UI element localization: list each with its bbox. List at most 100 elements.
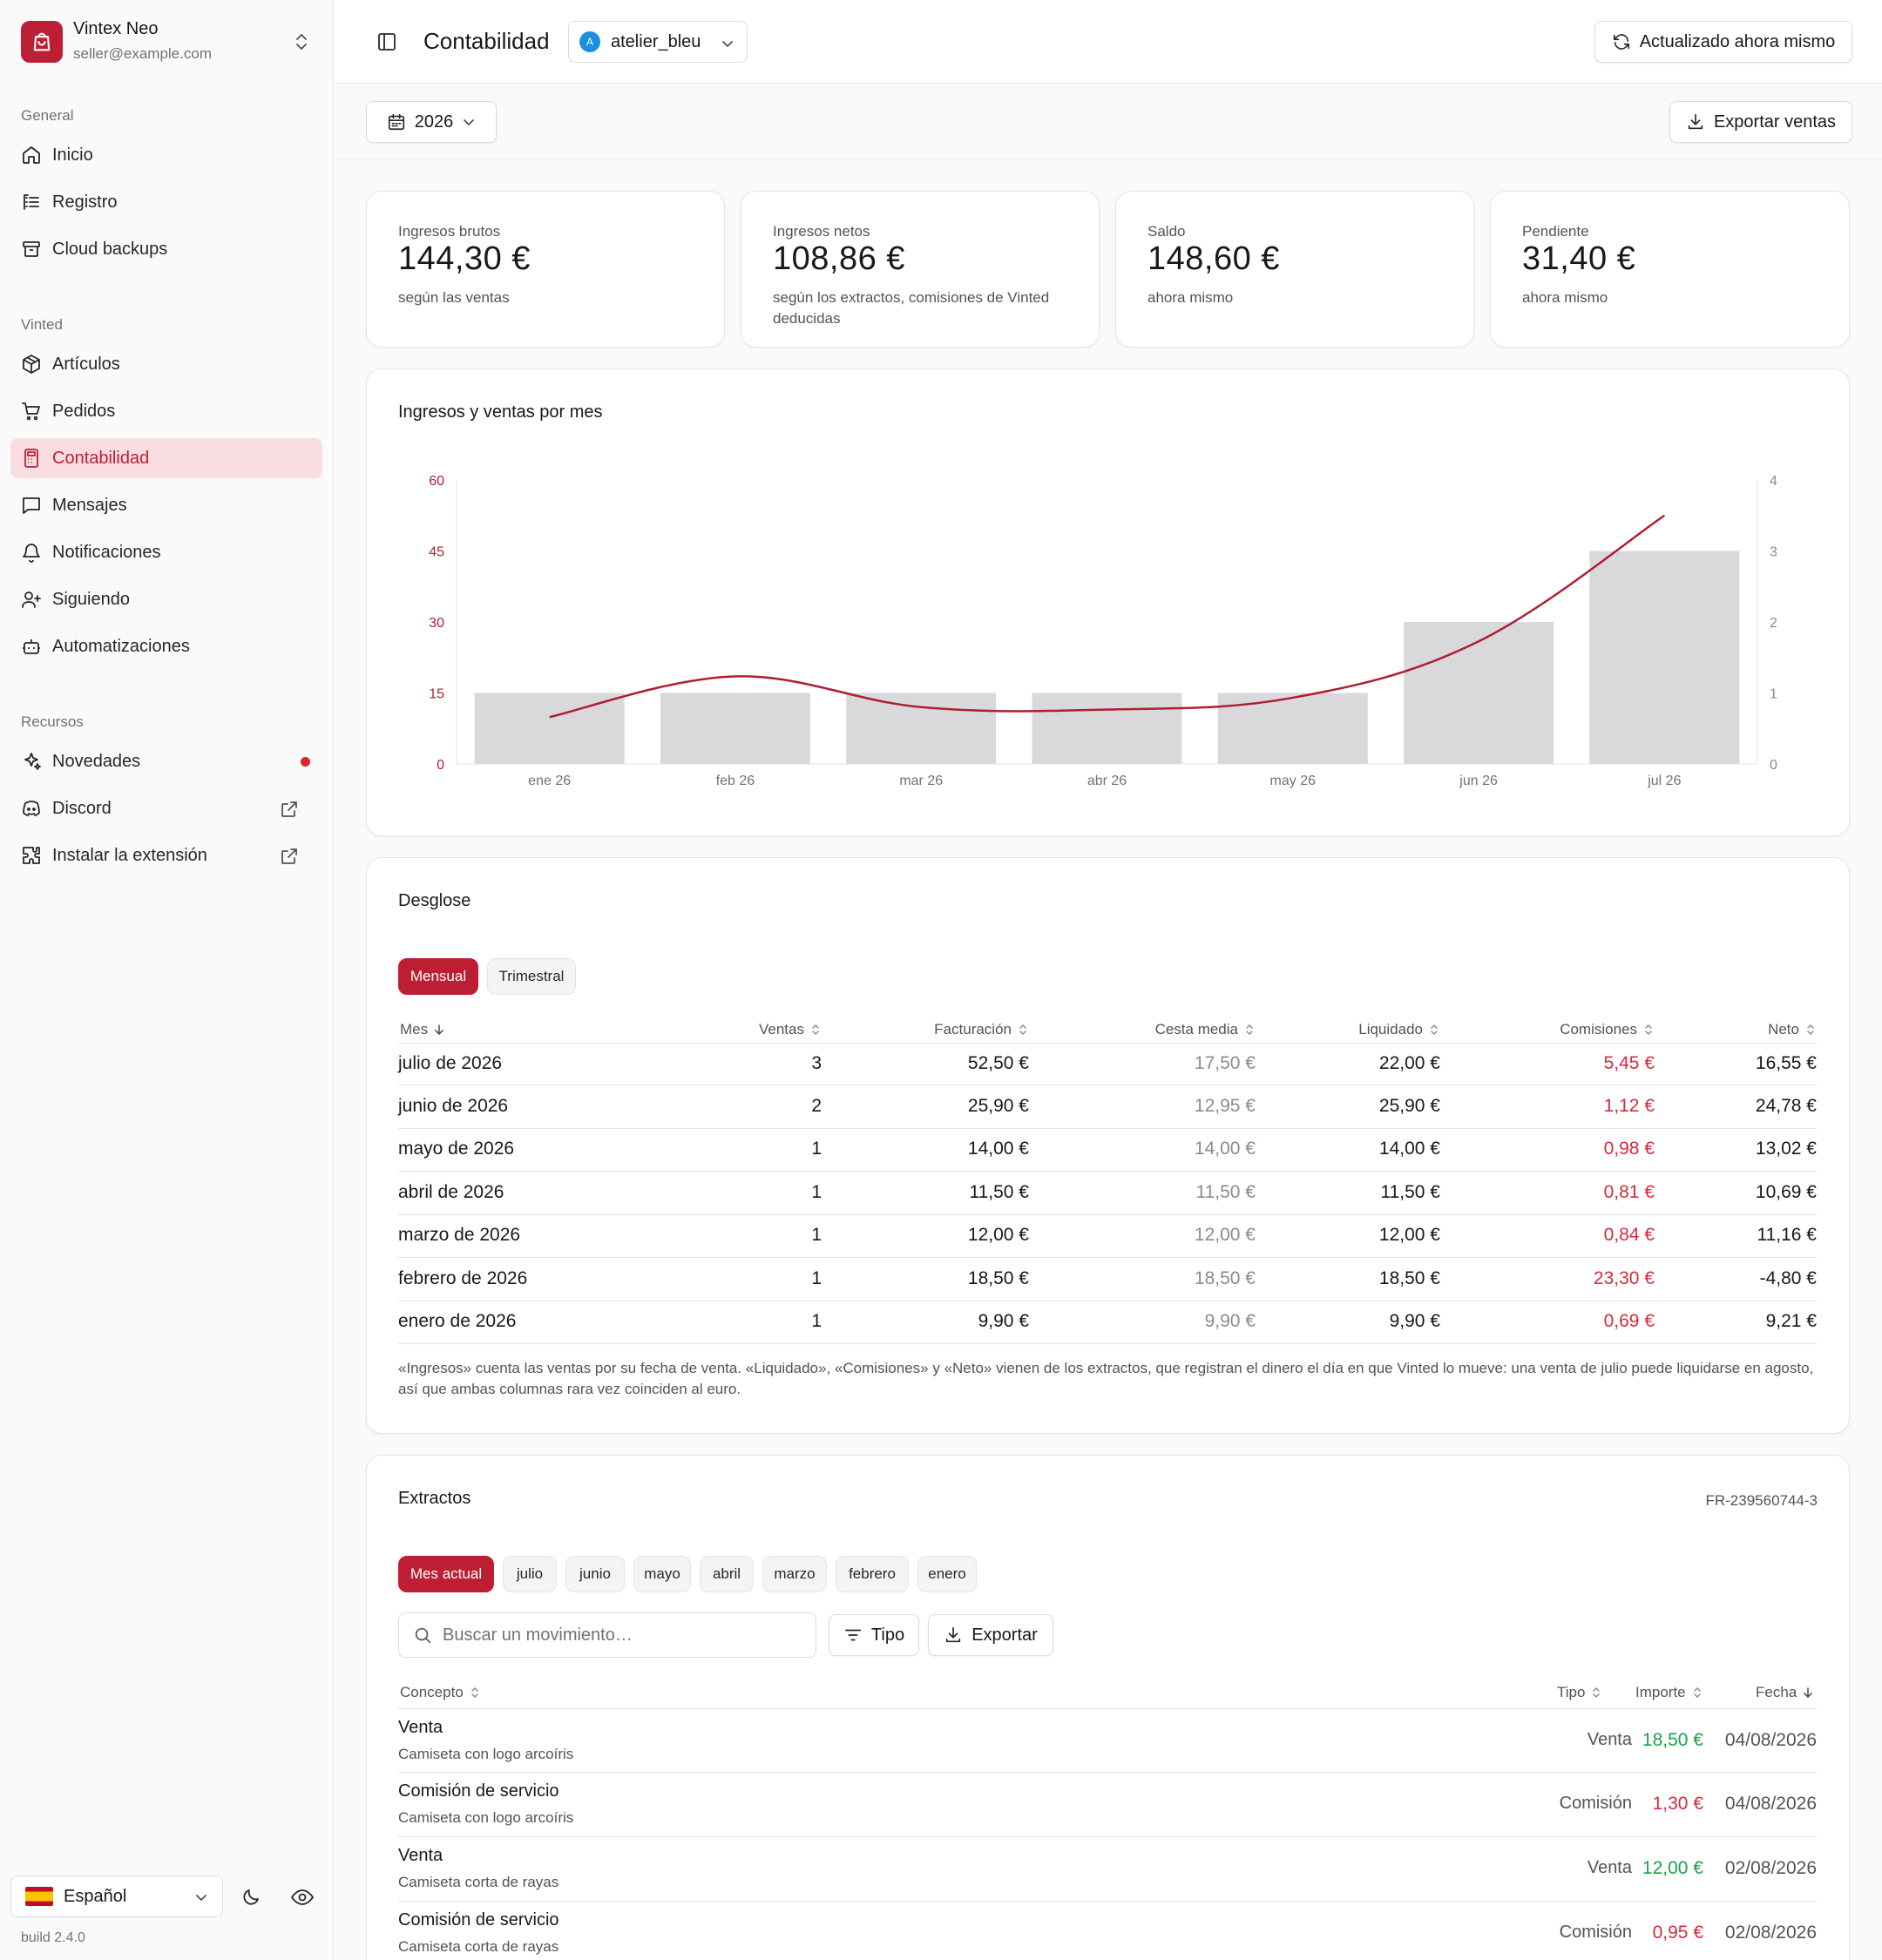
column-header-5[interactable]: Comisiones	[1445, 1021, 1655, 1038]
export-sales-button[interactable]: Exportar ventas	[1669, 101, 1852, 143]
table-row[interactable]: febrero de 2026 1 18,50 € 18,50 € 18,50 € 23,…	[398, 1259, 1817, 1301]
cell-6: 11,16 €	[1757, 1225, 1817, 1245]
movement-type: Comisión	[1559, 1794, 1632, 1813]
stat-label: Ingresos netos	[773, 223, 870, 240]
sales-bar[interactable]	[474, 693, 625, 765]
archive-icon	[23, 241, 40, 257]
tab-julio[interactable]: julio	[503, 1556, 557, 1592]
table-row[interactable]: junio de 2026 2 25,90 € 12,95 € 25,90 € 1,12 …	[398, 1086, 1817, 1129]
nav-item-contabilidad[interactable]: Contabilidad	[10, 438, 322, 478]
cell-5: 0,81 €	[1603, 1181, 1655, 1202]
table-row[interactable]: abril de 2026 1 11,50 € 11,50 € 11,50 € 0,81 …	[398, 1173, 1817, 1215]
sort-desc-icon	[1804, 1687, 1813, 1699]
column-label: Tipo	[1557, 1684, 1586, 1700]
export-statements-button[interactable]: Exportar	[928, 1614, 1053, 1656]
cell-6: 13,02 €	[1755, 1139, 1817, 1159]
language-select[interactable]: Español	[10, 1876, 223, 1917]
column-header-3[interactable]: Cesta media	[1046, 1021, 1256, 1038]
account-avatar: A	[579, 31, 600, 52]
column-header-6[interactable]: Neto	[1608, 1021, 1817, 1038]
tab-mensual[interactable]: Mensual	[398, 958, 478, 995]
nav-item-pedidos[interactable]: Pedidos	[10, 391, 322, 431]
nav-item-mensajes[interactable]: Mensajes	[10, 485, 322, 525]
statement-row[interactable]: Comisión de servicio Camiseta corta de ra…	[398, 1902, 1817, 1960]
build-version: build 2.4.0	[21, 1930, 85, 1945]
tab-junio[interactable]: junio	[565, 1556, 625, 1592]
nav-item-novedades[interactable]: Novedades	[10, 741, 322, 781]
nav-item-siguiendo[interactable]: Siguiendo	[10, 579, 322, 619]
column-label: Liquidado	[1358, 1021, 1423, 1037]
account-selector[interactable]: A atelier_bleu	[568, 21, 748, 63]
nav-label: Automatizaciones	[52, 636, 190, 656]
column-header-concepto[interactable]: Concepto	[400, 1684, 481, 1701]
sidebar-toggle-icon[interactable]	[376, 31, 397, 52]
app-logo[interactable]	[21, 21, 63, 63]
tab-mayo[interactable]: mayo	[633, 1556, 691, 1592]
chevrons-up-down-icon[interactable]	[293, 32, 310, 51]
sales-bar[interactable]	[1404, 622, 1554, 764]
cell-mes: marzo de 2026	[398, 1225, 521, 1245]
sales-bar[interactable]	[1032, 693, 1182, 765]
column-header-fecha[interactable]: Fecha	[1756, 1684, 1814, 1701]
type-filter-button[interactable]: Tipo	[829, 1614, 919, 1656]
sort-icon	[1246, 1024, 1253, 1036]
column-label: Ventas	[759, 1021, 804, 1037]
nav-item-inicio[interactable]: Inicio	[10, 135, 322, 175]
sparkles-icon	[24, 753, 41, 770]
cell-5: 5,45 €	[1603, 1053, 1655, 1073]
tab-enero[interactable]: enero	[917, 1556, 977, 1592]
tab-febrero[interactable]: febrero	[836, 1556, 909, 1592]
table-row[interactable]: marzo de 2026 1 12,00 € 12,00 € 12,00 € 0,84 …	[398, 1215, 1817, 1258]
tab-mes-actual[interactable]: Mes actual	[398, 1556, 494, 1592]
cell-1: 1	[811, 1181, 822, 1202]
account-name: atelier_bleu	[611, 31, 701, 51]
column-header-1[interactable]: Ventas	[613, 1021, 822, 1038]
statement-row[interactable]: Venta Camiseta corta de rayas Venta 12,00 €…	[398, 1837, 1817, 1902]
shopping-bag-icon	[33, 32, 51, 51]
sales-bar[interactable]	[846, 693, 997, 765]
breakdown-title: Desglose	[398, 891, 471, 910]
column-header-4[interactable]: Liquidado	[1231, 1021, 1440, 1038]
moon-icon[interactable]	[240, 1887, 261, 1908]
year-selector[interactable]: 2026	[366, 101, 497, 143]
nav-item-instalar-extension[interactable]: Instalar la extensión	[10, 835, 322, 875]
nav-item-notificaciones[interactable]: Notificaciones	[10, 532, 322, 572]
eye-icon[interactable]	[291, 1887, 314, 1908]
search-input[interactable]: Buscar un movimiento…	[398, 1612, 816, 1658]
nav-item-registro[interactable]: Registro	[10, 182, 322, 222]
stat-card-pending: Pendiente 31,40 € ahora mismo	[1490, 191, 1850, 348]
nav-item-cloud-backups[interactable]: Cloud backups	[10, 229, 322, 269]
tab-marzo[interactable]: marzo	[762, 1556, 827, 1592]
cell-4: 11,50 €	[1380, 1181, 1440, 1202]
refresh-button[interactable]: Actualizado ahora mismo	[1594, 21, 1852, 63]
column-header-importe[interactable]: Importe	[1635, 1684, 1703, 1701]
puzzle-icon	[23, 847, 40, 864]
nav-item-discord[interactable]: Discord	[10, 788, 322, 828]
tab-abril[interactable]: abril	[700, 1556, 754, 1592]
statement-row[interactable]: Comisión de servicio Camiseta con logo ar…	[398, 1773, 1817, 1837]
sales-bar[interactable]	[1589, 551, 1740, 765]
statement-row[interactable]: Venta Camiseta con logo arcoíris Venta 18,5…	[398, 1708, 1817, 1773]
tab-trimestral[interactable]: Trimestral	[487, 958, 576, 995]
stat-caption: ahora mismo	[1522, 289, 1608, 306]
sort-icon	[471, 1686, 478, 1699]
nav-label: Siguiendo	[52, 589, 130, 609]
nav-item-articulos[interactable]: Artículos	[10, 344, 322, 384]
breakdown-card: Desglose Mensual Trimestral Mes Ventas Fa…	[366, 857, 1850, 1434]
column-header-2[interactable]: Facturación	[820, 1021, 1029, 1038]
y-left-tick-label: 15	[429, 687, 444, 702]
y-right-tick-label: 2	[1770, 616, 1777, 631]
sort-desc-icon	[435, 1024, 443, 1036]
column-header-tipo[interactable]: Tipo	[1557, 1684, 1602, 1701]
revenue-line	[549, 514, 1666, 719]
cell-3: 11,50 €	[1195, 1181, 1256, 1202]
table-row[interactable]: enero de 2026 1 9,90 € 9,90 € 9,90 € 0,69 € 9,…	[398, 1301, 1817, 1344]
column-header-mes[interactable]: Mes	[400, 1021, 445, 1038]
sales-bar[interactable]	[660, 693, 810, 765]
y-right-tick-label: 0	[1770, 758, 1777, 773]
table-row[interactable]: mayo de 2026 1 14,00 € 14,00 € 14,00 € 0,98 €…	[398, 1129, 1817, 1172]
table-row[interactable]: julio de 2026 3 52,50 € 17,50 € 22,00 € 5,45 …	[398, 1043, 1817, 1085]
nav-item-automatizaciones[interactable]: Automatizaciones	[10, 626, 322, 666]
sales-bar[interactable]	[1217, 693, 1368, 765]
language-label: Español	[64, 1886, 127, 1906]
